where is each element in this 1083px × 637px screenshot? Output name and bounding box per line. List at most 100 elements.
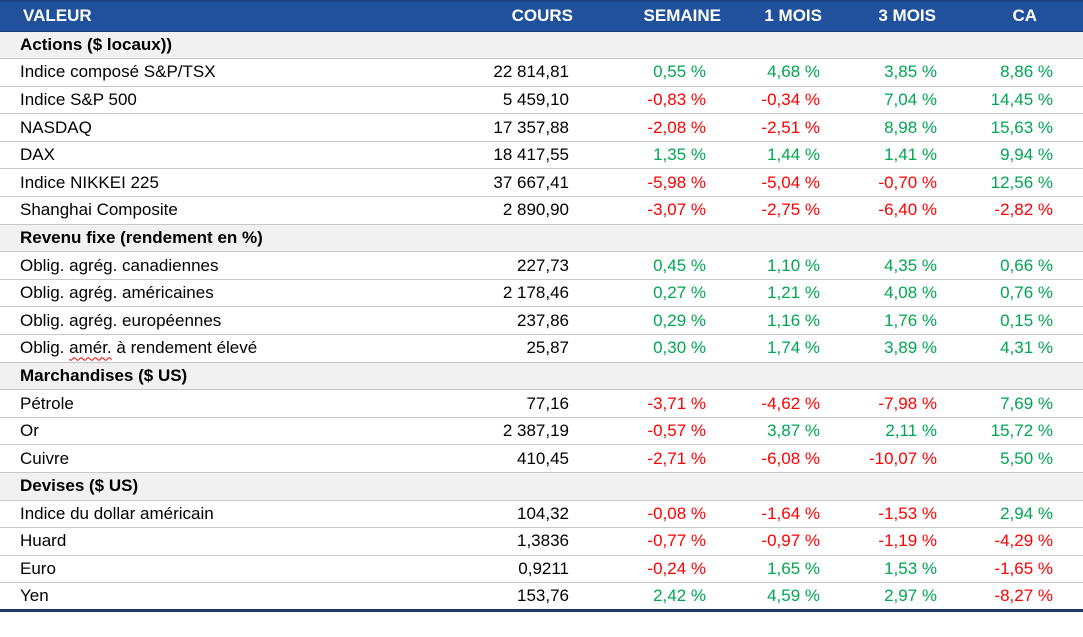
table-row: Indice composé S&P/TSX 22 814,81 0,55 % 4,6… — [0, 58, 1083, 87]
cell-semaine: -0,83 % — [577, 86, 727, 115]
cell-ca: 15,63 % — [941, 113, 1083, 142]
cell-cours: 5 459,10 — [455, 86, 577, 115]
cell-3mois: 3,85 % — [829, 58, 941, 87]
cell-3mois: 1,76 % — [829, 306, 941, 336]
row-label: Indice S&P 500 — [0, 86, 455, 115]
cell-cours: 0,9211 — [455, 555, 577, 584]
cell-cours: 2 890,90 — [455, 196, 577, 225]
table-row: Shanghai Composite 2 890,90 -3,07 % -2,75 %… — [0, 196, 1083, 225]
row-label: Huard — [0, 527, 455, 556]
cell-1mois: 1,44 % — [727, 141, 829, 170]
cell-semaine: -2,71 % — [577, 444, 727, 473]
row-label: Pétrole — [0, 389, 455, 418]
cell-3mois: 4,35 % — [829, 251, 941, 280]
column-header-ca: CA — [1012, 6, 1037, 26]
cell-3mois: -1,19 % — [829, 527, 941, 556]
row-label: Oblig. agrég. américaines — [0, 279, 455, 308]
cell-ca: 9,94 % — [941, 141, 1083, 170]
cell-3mois: 8,98 % — [829, 113, 941, 142]
cell-1mois: -2,51 % — [727, 113, 829, 142]
cell-3mois: -0,70 % — [829, 168, 941, 198]
row-label: Or — [0, 417, 455, 446]
table-row: Cuivre 410,45 -2,71 % -6,08 % -10,07 % 5,50 % — [0, 444, 1083, 473]
cell-cours: 22 814,81 — [455, 58, 577, 87]
column-header-1mois: 1 MOIS — [764, 6, 822, 26]
table-header-row: VALEUR COURS SEMAINE 1 MOIS 3 MOIS CA — [0, 1, 1083, 31]
cell-1mois: -5,04 % — [727, 168, 829, 198]
cell-3mois: -6,40 % — [829, 196, 941, 225]
cell-1mois: 1,10 % — [727, 251, 829, 280]
cell-semaine: 0,29 % — [577, 306, 727, 336]
cell-1mois: -1,64 % — [727, 500, 829, 529]
table-row: Huard 1,3836 -0,77 % -0,97 % -1,19 % -4,29 % — [0, 527, 1083, 556]
cell-cours: 77,16 — [455, 389, 577, 418]
row-label: Cuivre — [0, 444, 455, 473]
cell-cours: 17 357,88 — [455, 113, 577, 142]
cell-cours: 18 417,55 — [455, 141, 577, 170]
table-body: Actions ($ locaux)) Indice composé S&P/TS… — [0, 31, 1083, 611]
cell-ca: 8,86 % — [941, 58, 1083, 87]
cell-3mois: 1,41 % — [829, 141, 941, 170]
section-title: Revenu fixe (rendement en %) — [0, 224, 1083, 253]
section-title: Actions ($ locaux)) — [0, 31, 1083, 60]
cell-semaine: -3,07 % — [577, 196, 727, 225]
cell-ca: 14,45 % — [941, 86, 1083, 115]
table-row: DAX 18 417,55 1,35 % 1,44 % 1,41 % 9,94 % — [0, 141, 1083, 170]
table-row: Or 2 387,19 -0,57 % 3,87 % 2,11 % 15,72 % — [0, 417, 1083, 446]
section-row: Revenu fixe (rendement en %) — [0, 224, 1083, 253]
row-label: Oblig. agrég. européennes — [0, 306, 455, 336]
cell-ca: -4,29 % — [941, 527, 1083, 556]
cell-semaine: 1,35 % — [577, 141, 727, 170]
cell-cours: 25,87 — [455, 334, 577, 363]
cell-cours: 2 387,19 — [455, 417, 577, 446]
table-row: Yen 153,76 2,42 % 4,59 % 2,97 % -8,27 % — [0, 582, 1083, 611]
table-row: Oblig. agrég. européennes 237,86 0,29 % 1,1… — [0, 306, 1083, 336]
row-label: Euro — [0, 555, 455, 584]
column-header-cours: COURS — [511, 6, 573, 26]
table-row: Indice du dollar américain 104,32 -0,08 % -… — [0, 500, 1083, 529]
cell-ca: -1,65 % — [941, 555, 1083, 584]
cell-cours: 104,32 — [455, 500, 577, 529]
cell-cours: 227,73 — [455, 251, 577, 280]
table-row: Indice NIKKEI 225 37 667,41 -5,98 % -5,04 %… — [0, 168, 1083, 198]
cell-1mois: -6,08 % — [727, 444, 829, 473]
row-label: Indice composé S&P/TSX — [0, 58, 455, 87]
table-row: Oblig. agrég. canadiennes 227,73 0,45 % 1,1… — [0, 251, 1083, 280]
cell-1mois: 4,68 % — [727, 58, 829, 87]
cell-semaine: -2,08 % — [577, 113, 727, 142]
cell-ca: 2,94 % — [941, 500, 1083, 529]
row-label: NASDAQ — [0, 113, 455, 142]
cell-ca: 0,66 % — [941, 251, 1083, 280]
cell-1mois: 1,65 % — [727, 555, 829, 584]
market-performance-table: VALEUR COURS SEMAINE 1 MOIS 3 MOIS CA Ac… — [0, 1, 1083, 612]
row-label: DAX — [0, 141, 455, 170]
cell-1mois: -0,34 % — [727, 86, 829, 115]
table-row: Euro 0,9211 -0,24 % 1,65 % 1,53 % -1,65 % — [0, 555, 1083, 584]
cell-1mois: 1,21 % — [727, 279, 829, 308]
cell-semaine: -3,71 % — [577, 389, 727, 418]
column-header-semaine: SEMAINE — [643, 6, 721, 26]
table-row: Oblig. agrég. américaines 2 178,46 0,27 % 1… — [0, 279, 1083, 308]
cell-3mois: 1,53 % — [829, 555, 941, 584]
row-label: Yen — [0, 582, 455, 611]
column-header-3mois: 3 MOIS — [878, 6, 936, 26]
cell-semaine: -0,57 % — [577, 417, 727, 446]
section-row: Marchandises ($ US) — [0, 362, 1083, 391]
cell-1mois: -4,62 % — [727, 389, 829, 418]
table-row: Oblig. amér. à rendement élevé 25,87 0,30 … — [0, 334, 1083, 363]
cell-ca: 4,31 % — [941, 334, 1083, 363]
cell-3mois: -7,98 % — [829, 389, 941, 418]
table-row: NASDAQ 17 357,88 -2,08 % -2,51 % 8,98 % 15,63… — [0, 113, 1083, 142]
cell-ca: 15,72 % — [941, 417, 1083, 446]
section-row: Devises ($ US) — [0, 472, 1083, 501]
cell-semaine: -0,77 % — [577, 527, 727, 556]
cell-1mois: -2,75 % — [727, 196, 829, 225]
cell-1mois: 1,16 % — [727, 306, 829, 336]
section-title: Marchandises ($ US) — [0, 362, 1083, 391]
cell-cours: 2 178,46 — [455, 279, 577, 308]
cell-cours: 37 667,41 — [455, 168, 577, 198]
cell-3mois: 2,97 % — [829, 582, 941, 611]
column-header-valeur: VALEUR — [23, 6, 92, 26]
cell-semaine: -0,08 % — [577, 500, 727, 529]
spellcheck-underline: amér. — [69, 338, 112, 358]
